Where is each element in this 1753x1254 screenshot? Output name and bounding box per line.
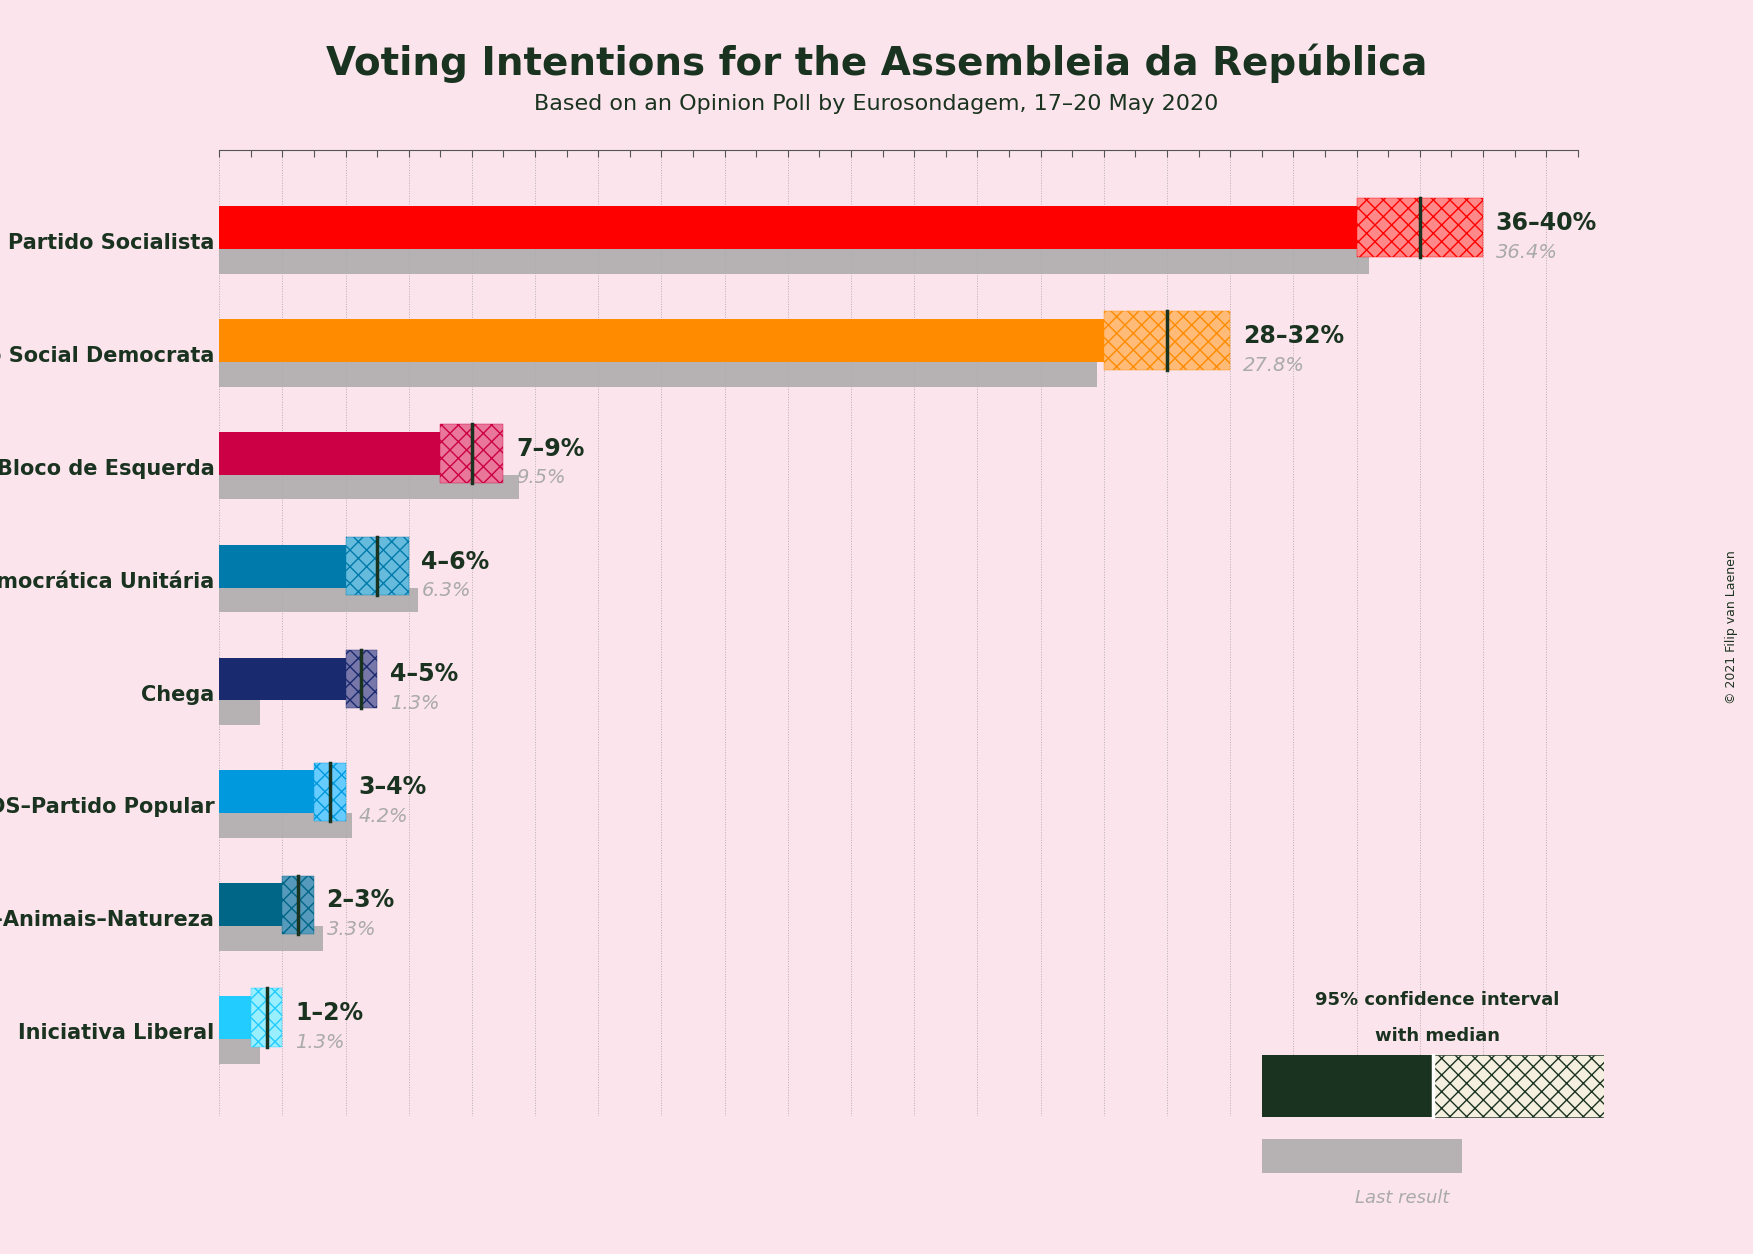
Bar [1357, 198, 1483, 257]
Text: 27.8%: 27.8% [1243, 356, 1304, 375]
Text: 4.2%: 4.2% [358, 808, 408, 826]
Bar [219, 474, 519, 499]
Bar [251, 988, 282, 1047]
Text: 28–32%: 28–32% [1243, 324, 1345, 347]
Bar [1357, 198, 1483, 257]
Bar [219, 1040, 259, 1065]
Bar [219, 431, 440, 474]
Text: 1.3%: 1.3% [389, 695, 440, 714]
Bar [1262, 1139, 1462, 1174]
Bar [219, 883, 282, 927]
Bar [314, 762, 345, 821]
Text: Last result: Last result [1355, 1189, 1450, 1206]
Bar [440, 424, 503, 483]
Bar [314, 762, 345, 821]
Text: 2–3%: 2–3% [326, 888, 394, 913]
Bar [345, 537, 408, 596]
Bar [219, 701, 259, 725]
Bar [345, 537, 408, 596]
Bar [251, 988, 282, 1047]
Bar [219, 927, 323, 952]
Text: 4–6%: 4–6% [421, 549, 489, 573]
Text: 36–40%: 36–40% [1495, 211, 1597, 234]
Text: 3.3%: 3.3% [326, 920, 377, 939]
Bar [219, 814, 352, 838]
Text: 4–5%: 4–5% [389, 662, 458, 686]
Text: 3–4%: 3–4% [358, 775, 426, 799]
Text: 95% confidence interval: 95% confidence interval [1315, 992, 1560, 1009]
Text: 1.3%: 1.3% [295, 1033, 344, 1052]
Bar [1432, 1056, 1604, 1116]
Text: © 2021 Filip van Laenen: © 2021 Filip van Laenen [1725, 551, 1739, 703]
Bar [345, 650, 377, 709]
Text: 9.5%: 9.5% [515, 469, 566, 488]
Bar [219, 657, 345, 701]
Bar [219, 206, 1357, 248]
Bar [345, 650, 377, 709]
Bar [219, 248, 1369, 273]
Bar [219, 588, 419, 612]
Bar [219, 319, 1104, 361]
Bar [440, 424, 503, 483]
Text: Voting Intentions for the Assembleia da República: Voting Intentions for the Assembleia da … [326, 44, 1427, 83]
Bar [1262, 1056, 1432, 1116]
Text: 1–2%: 1–2% [295, 1001, 363, 1026]
Text: 36.4%: 36.4% [1495, 242, 1557, 262]
Bar [219, 544, 345, 588]
Bar [1432, 1056, 1604, 1116]
Text: 7–9%: 7–9% [515, 436, 584, 460]
Bar [219, 997, 251, 1040]
Text: with median: with median [1374, 1027, 1501, 1045]
Bar [1104, 311, 1231, 370]
Bar [219, 770, 314, 814]
Bar [282, 875, 314, 934]
Bar [219, 361, 1097, 386]
Text: Based on an Opinion Poll by Eurosondagem, 17–20 May 2020: Based on an Opinion Poll by Eurosondagem… [535, 94, 1218, 114]
Bar [1104, 311, 1231, 370]
Bar [282, 875, 314, 934]
Text: 6.3%: 6.3% [421, 582, 472, 601]
